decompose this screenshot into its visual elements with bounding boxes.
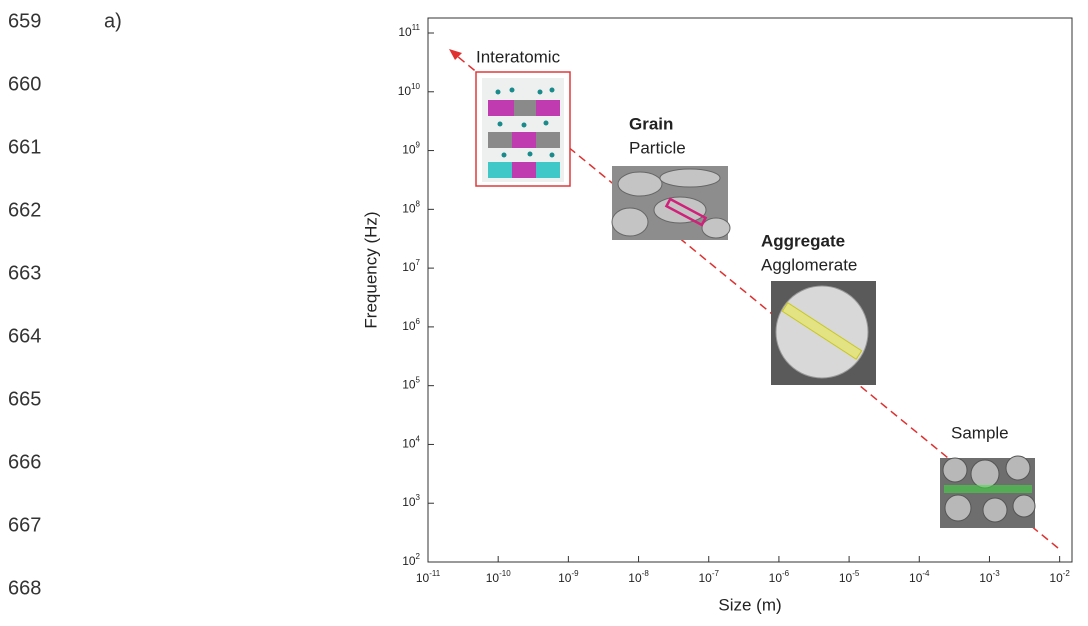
y-axis-label: Frequency (Hz) bbox=[361, 211, 380, 328]
line-number: 659 bbox=[8, 10, 41, 32]
tick-base: 10 bbox=[1049, 571, 1063, 585]
tick-base: 10 bbox=[402, 437, 416, 451]
tick-exponent: -11 bbox=[429, 569, 441, 578]
x-tick-label: 10-8 bbox=[628, 569, 649, 585]
tick-exponent: 2 bbox=[416, 552, 421, 561]
tick-exponent: 3 bbox=[416, 493, 421, 502]
plot-frame bbox=[427, 17, 1073, 563]
y-tick-label: 1011 bbox=[398, 23, 420, 39]
tick-base: 10 bbox=[402, 319, 416, 333]
tick-base: 10 bbox=[398, 84, 412, 98]
arrow-head bbox=[449, 49, 462, 60]
tick-exponent: 9 bbox=[416, 141, 421, 150]
annotation: Sample bbox=[951, 423, 1009, 442]
tick-exponent: -8 bbox=[642, 569, 650, 578]
tick-exponent: 5 bbox=[416, 376, 421, 385]
tick-exponent: 10 bbox=[411, 82, 420, 91]
y-tick-label: 103 bbox=[402, 493, 420, 509]
tick-base: 10 bbox=[486, 571, 500, 585]
x-tick-label: 10-9 bbox=[558, 569, 579, 585]
tick-base: 10 bbox=[402, 554, 416, 568]
line-number: 666 bbox=[8, 451, 41, 473]
tick-base: 10 bbox=[416, 571, 430, 585]
line-number: 661 bbox=[8, 136, 41, 158]
tick-exponent: -10 bbox=[499, 569, 511, 578]
annotation: Particle bbox=[629, 138, 686, 157]
tick-base: 10 bbox=[402, 260, 416, 274]
tick-exponent: -3 bbox=[993, 569, 1001, 578]
tick-base: 10 bbox=[402, 378, 416, 392]
tick-base: 10 bbox=[402, 202, 416, 216]
tick-base: 10 bbox=[558, 571, 572, 585]
tick-exponent: 8 bbox=[416, 199, 421, 208]
y-tick-label: 102 bbox=[402, 552, 420, 568]
tick-exponent: -7 bbox=[712, 569, 720, 578]
line-number: 660 bbox=[8, 73, 41, 95]
interatomic-image bbox=[475, 71, 571, 187]
y-tick-label: 104 bbox=[402, 435, 420, 451]
tick-base: 10 bbox=[698, 571, 712, 585]
x-tick-label: 10-7 bbox=[698, 569, 719, 585]
tick-exponent: 6 bbox=[416, 317, 421, 326]
line-numbers: 659 660 661 662 663 664 665 666 667 668 bbox=[8, 10, 41, 599]
line-number: 664 bbox=[8, 325, 41, 347]
aggregate-image bbox=[771, 281, 876, 385]
tick-exponent: 11 bbox=[412, 23, 421, 32]
line-number: 662 bbox=[8, 199, 41, 221]
y-tick-label: 106 bbox=[402, 317, 420, 333]
line-number: 663 bbox=[8, 262, 41, 284]
tick-base: 10 bbox=[769, 571, 783, 585]
line-number: 667 bbox=[8, 514, 41, 536]
y-tick-label: 1010 bbox=[398, 82, 421, 98]
tick-base: 10 bbox=[839, 571, 853, 585]
annotation: Aggregate bbox=[761, 231, 845, 250]
grain-image bbox=[611, 166, 731, 240]
x-tick-label: 10-5 bbox=[839, 569, 860, 585]
tick-base: 10 bbox=[402, 495, 416, 509]
y-tick-label: 107 bbox=[402, 258, 420, 274]
tick-exponent: -5 bbox=[852, 569, 860, 578]
tick-base: 10 bbox=[398, 25, 412, 39]
line-number: 668 bbox=[8, 577, 41, 599]
tick-exponent: -4 bbox=[922, 569, 930, 578]
line-number: 665 bbox=[8, 388, 41, 410]
y-tick-label: 108 bbox=[402, 199, 420, 215]
x-tick-label: 10-4 bbox=[909, 569, 930, 585]
y-tick-label: 109 bbox=[402, 141, 420, 157]
annotation: Interatomic bbox=[476, 47, 561, 66]
tick-base: 10 bbox=[628, 571, 642, 585]
tick-base: 10 bbox=[979, 571, 993, 585]
tick-base: 10 bbox=[909, 571, 923, 585]
sample-image bbox=[940, 455, 1036, 528]
y-tick-label: 105 bbox=[402, 376, 420, 392]
panel-label: a) bbox=[104, 10, 122, 32]
annotation: Agglomerate bbox=[761, 255, 857, 274]
x-tick-label: 10-2 bbox=[1049, 569, 1070, 585]
tick-exponent: -9 bbox=[571, 569, 579, 578]
x-tick-label: 10-11 bbox=[416, 569, 441, 585]
tick-exponent: -6 bbox=[782, 569, 790, 578]
tick-exponent: -2 bbox=[1063, 569, 1071, 578]
x-tick-label: 10-10 bbox=[486, 569, 511, 585]
tick-base: 10 bbox=[402, 143, 416, 157]
tick-exponent: 7 bbox=[416, 258, 421, 267]
tick-exponent: 4 bbox=[416, 435, 421, 444]
x-tick-label: 10-6 bbox=[769, 569, 790, 585]
x-axis-label: Size (m) bbox=[718, 595, 781, 614]
x-tick-label: 10-3 bbox=[979, 569, 1000, 585]
annotation: Grain bbox=[629, 114, 673, 133]
